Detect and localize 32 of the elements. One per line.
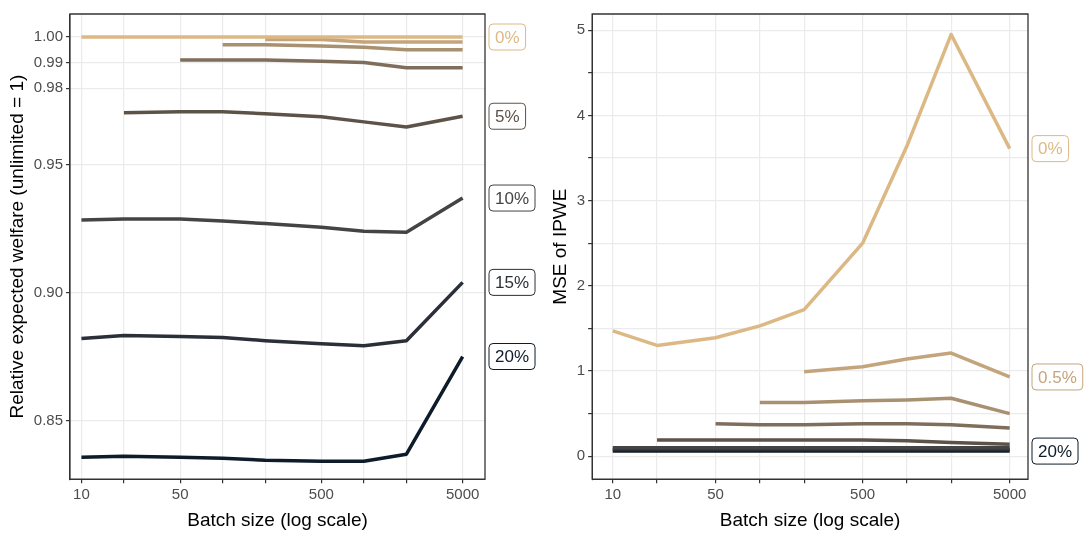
y-tick-label: 1.00 (33, 27, 63, 45)
y-tick-label: 0.85 (33, 410, 63, 428)
x-tick-label: 500 (308, 485, 334, 503)
series-label: 0% (495, 27, 520, 47)
x-tick-label: 500 (850, 485, 876, 503)
series-label: 10% (495, 188, 530, 208)
series-label: 0.5% (1038, 367, 1077, 387)
y-tick-label: 0.98 (33, 78, 63, 96)
x-tick-label: 10 (604, 485, 622, 503)
series-label: 5% (495, 106, 520, 126)
y-tick-label: 0 (576, 446, 586, 464)
y-tick-label: 3 (576, 190, 586, 208)
x-axis-title: Batch size (log scale) (719, 508, 901, 530)
y-axis-title: Relative expected welfare (unlimited = 1) (5, 74, 27, 419)
x-tick-label: 5000 (445, 485, 480, 503)
y-axis-title: MSE of IPWE (548, 188, 570, 305)
series-label: 20% (495, 347, 530, 367)
y-tick-label: 0.90 (33, 282, 63, 300)
series-label: 0% (1038, 139, 1063, 159)
x-tick-label: 5000 (993, 485, 1027, 503)
series-label: 20% (1038, 441, 1073, 461)
y-tick-label: 1 (576, 361, 586, 379)
y-tick-label: 2 (576, 275, 586, 293)
x-tick-label: 50 (171, 485, 189, 503)
x-axis-title: Batch size (log scale) (187, 508, 368, 530)
y-tick-label: 4 (576, 105, 586, 123)
y-tick-label: 5 (576, 20, 586, 38)
x-tick-label: 10 (73, 485, 90, 503)
x-tick-label: 50 (707, 485, 724, 503)
y-tick-label: 0.95 (33, 154, 63, 172)
series-label: 15% (495, 273, 530, 293)
y-tick-label: 0.99 (33, 52, 63, 70)
